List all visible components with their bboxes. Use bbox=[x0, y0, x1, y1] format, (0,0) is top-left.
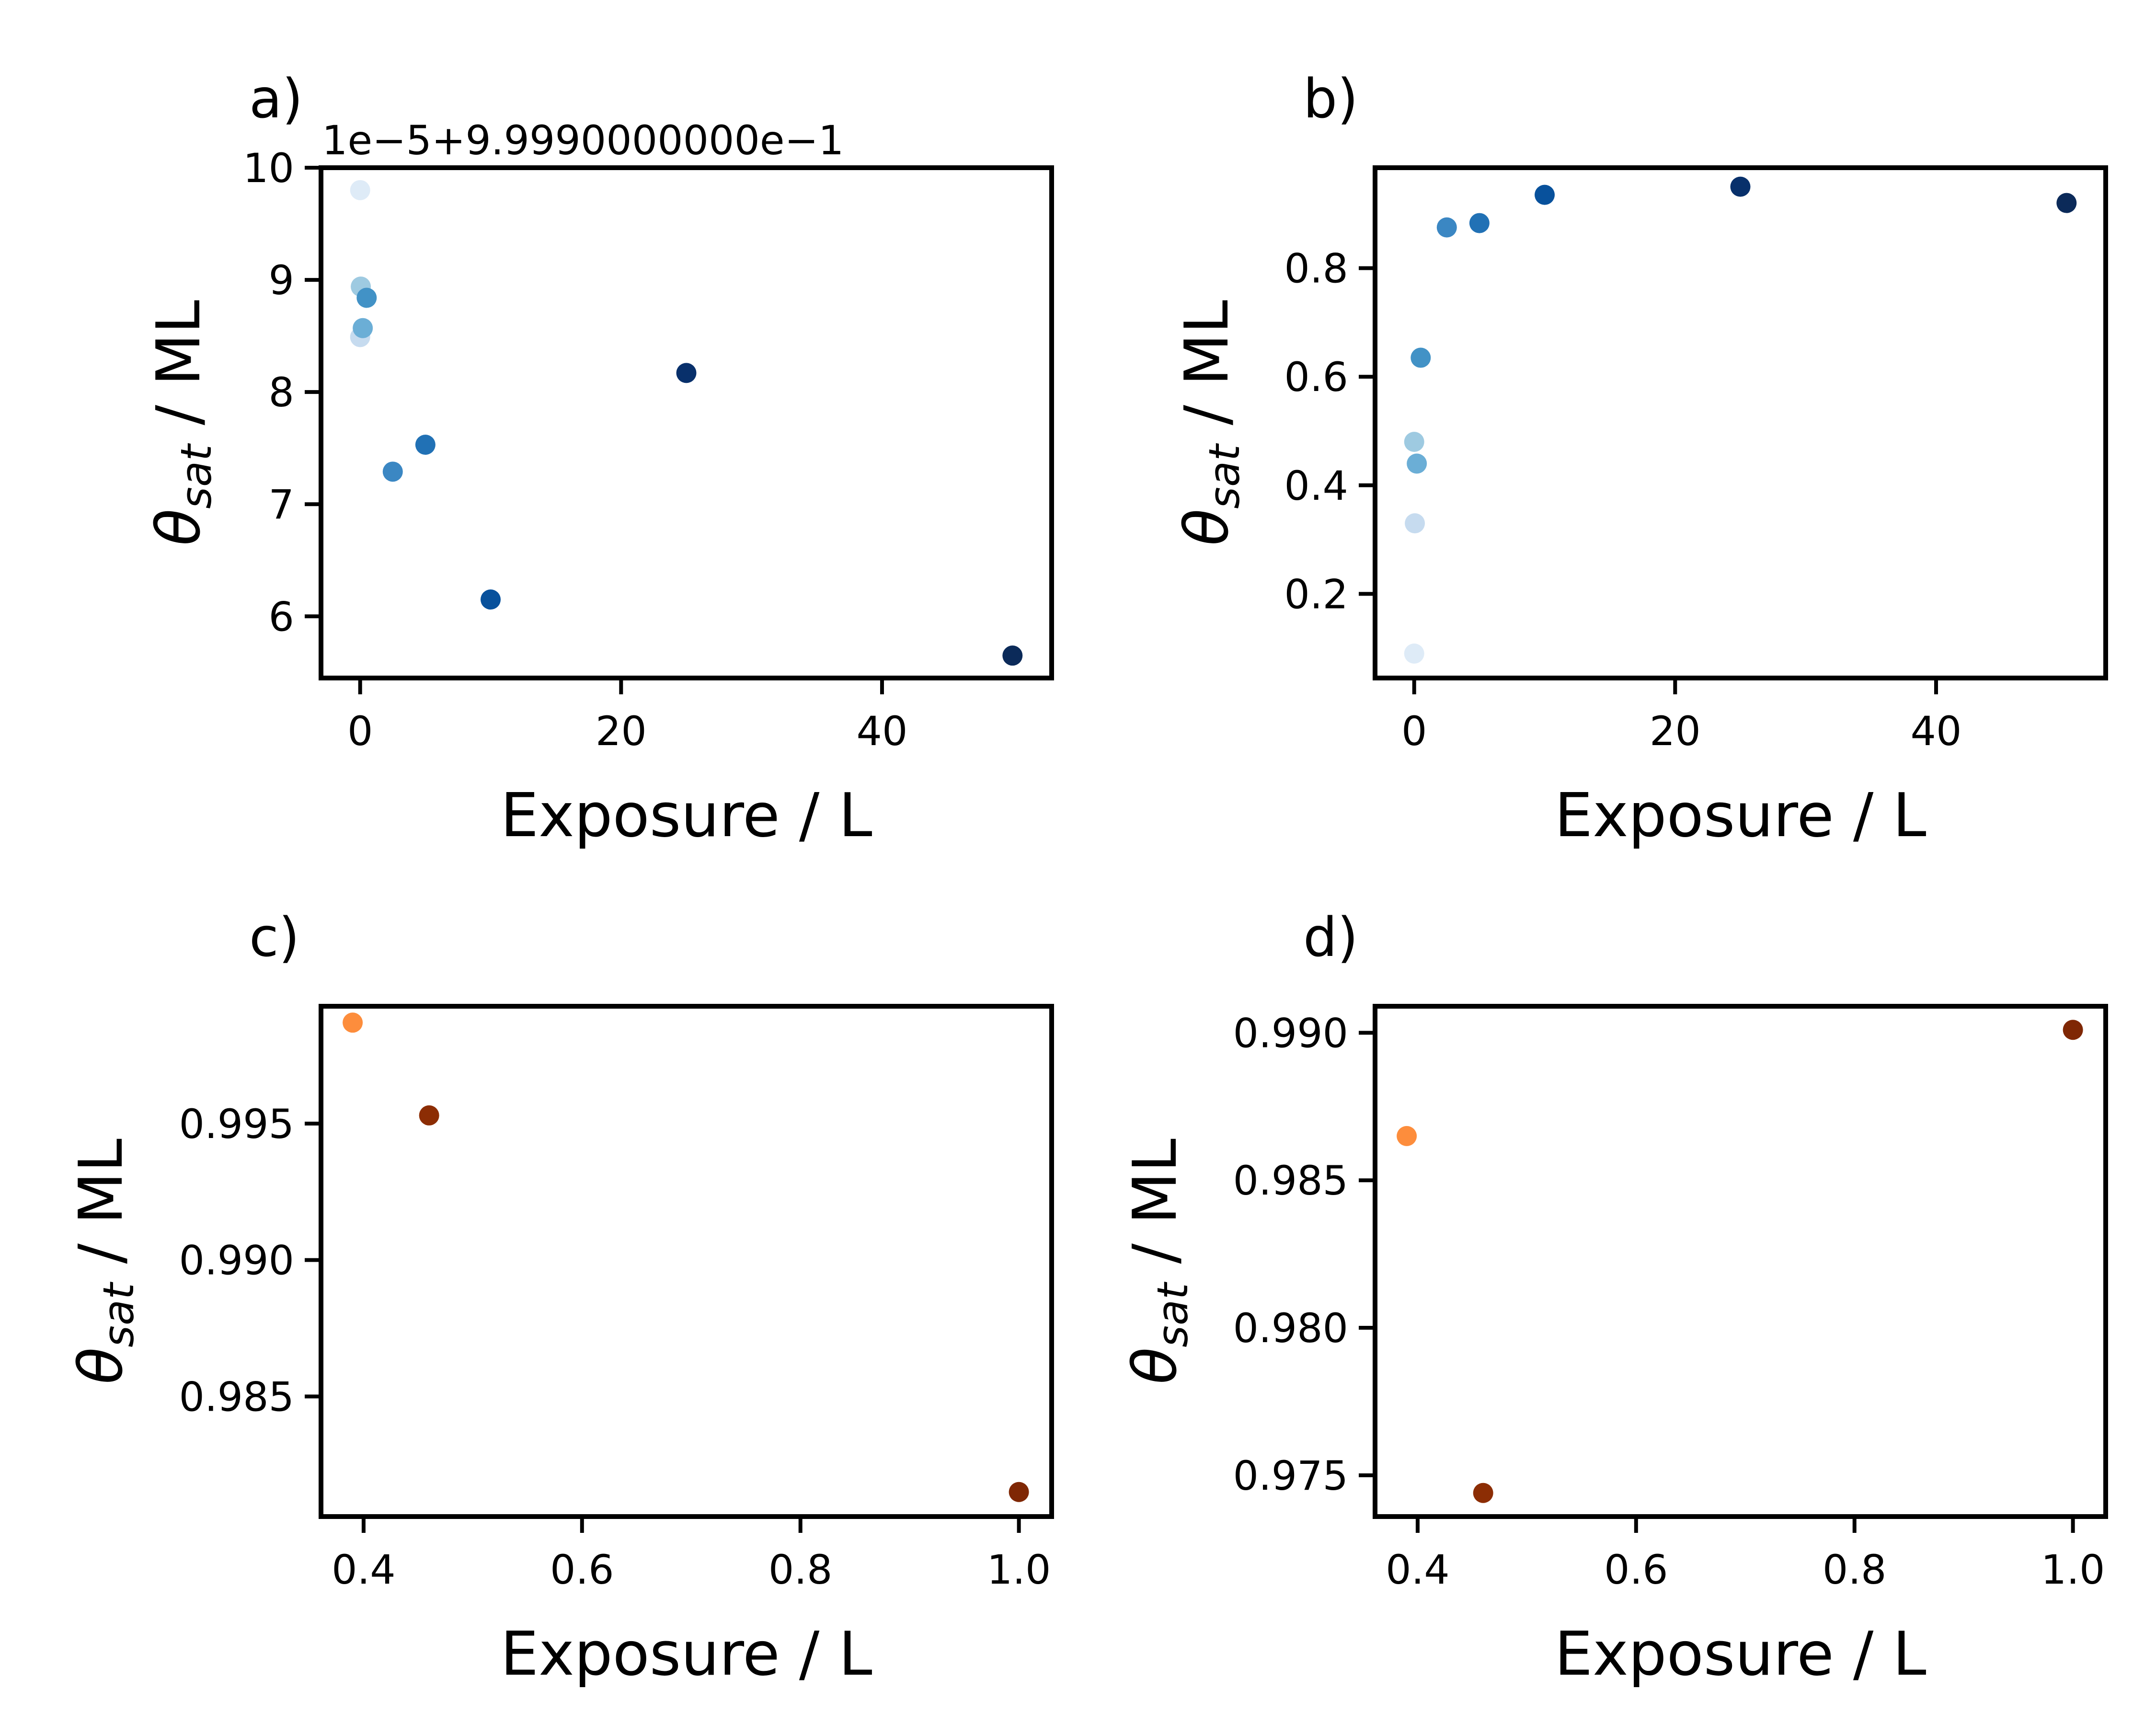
data-point bbox=[1469, 213, 1490, 233]
y-tick-label: 0.4 bbox=[1284, 462, 1348, 509]
y-tick-label: 6 bbox=[269, 593, 294, 640]
y-axis-label-unit: / ML bbox=[1120, 1138, 1190, 1283]
y-tick-label: 0.985 bbox=[1233, 1157, 1348, 1204]
data-point bbox=[1002, 645, 1023, 666]
y-tick-label: 0.990 bbox=[179, 1237, 294, 1284]
y-tick-label: 8 bbox=[269, 369, 294, 416]
x-tick-label: 0.4 bbox=[332, 1546, 396, 1593]
panel-d: d) 0.4 0.6 0.8 1.0 0.975 0.980 0.985 0.990 Exposu… bbox=[1120, 907, 2108, 1689]
y-tick-label: 0.995 bbox=[179, 1101, 294, 1148]
panel-label: d) bbox=[1303, 907, 1358, 969]
data-point bbox=[1535, 184, 1555, 205]
y-axis-label-symbol: θ bbox=[66, 1347, 136, 1384]
x-tick-label: 0 bbox=[1401, 708, 1427, 755]
x-tick-label: 40 bbox=[857, 708, 908, 755]
panel-label: c) bbox=[249, 907, 299, 969]
data-point bbox=[1404, 432, 1424, 452]
y-axis-label-unit: / ML bbox=[66, 1138, 136, 1283]
data-point bbox=[1473, 1483, 1493, 1503]
x-tick-label: 0.8 bbox=[768, 1546, 833, 1593]
panel-a: a) 1e−5+9.9990000000e−1 0 20 40 6 7 8 9 10 Exposur… bbox=[143, 68, 1054, 851]
data-point bbox=[1404, 644, 1424, 664]
y-tick-label: 0.990 bbox=[1233, 1010, 1348, 1057]
y-axis-label-subscript: sat bbox=[1148, 1281, 1197, 1347]
data-point bbox=[676, 363, 697, 383]
y-axis-label: θsat / ML bbox=[143, 300, 221, 546]
x-tick-label: 0 bbox=[347, 708, 373, 755]
panel-label: a) bbox=[249, 68, 303, 130]
data-point bbox=[2063, 1020, 2083, 1040]
x-tick-label: 0.6 bbox=[550, 1546, 614, 1593]
y-offset-label: 1e−5+9.9990000000e−1 bbox=[322, 117, 844, 164]
y-tick-label: 0.980 bbox=[1233, 1305, 1348, 1352]
x-axis-label: Exposure / L bbox=[1554, 780, 1926, 851]
panel-c: c) 0.4 0.6 0.8 1.0 0.985 0.990 0.995 Exposure / … bbox=[66, 907, 1054, 1689]
x-tick-label: 1.0 bbox=[987, 1546, 1051, 1593]
data-point bbox=[481, 589, 501, 610]
data-point bbox=[350, 180, 370, 200]
data-point bbox=[353, 318, 373, 338]
data-point bbox=[1436, 217, 1457, 238]
x-tick-label: 0.6 bbox=[1604, 1546, 1668, 1593]
x-tick-label: 0.8 bbox=[1823, 1546, 1887, 1593]
y-axis-label-subscript: sat bbox=[94, 1281, 143, 1347]
data-point bbox=[1407, 453, 1427, 474]
panel-label: b) bbox=[1303, 68, 1358, 130]
data-point bbox=[419, 1105, 439, 1126]
panel-b: b) 0 20 40 0.2 0.4 0.6 0.8 Exposure / L θsat / ML bbox=[1171, 68, 2108, 851]
x-tick-label: 20 bbox=[596, 708, 647, 755]
y-axis-label: θsat / ML bbox=[1120, 1138, 1197, 1384]
x-tick-label: 0.4 bbox=[1386, 1546, 1450, 1593]
y-axis-label: θsat / ML bbox=[1171, 300, 1249, 546]
data-point bbox=[1411, 347, 1431, 368]
plot-frame bbox=[1373, 1004, 2108, 1519]
y-tick-label: 7 bbox=[269, 481, 294, 528]
plot-frame bbox=[1373, 165, 2108, 680]
y-axis-label-unit: / ML bbox=[143, 300, 214, 444]
data-point bbox=[1397, 1126, 1417, 1146]
x-tick-label: 1.0 bbox=[2041, 1546, 2105, 1593]
y-tick-label: 0.6 bbox=[1284, 354, 1348, 401]
data-point bbox=[2056, 193, 2077, 213]
data-point bbox=[415, 435, 436, 455]
data-point bbox=[1405, 513, 1425, 534]
plot-frame bbox=[319, 165, 1054, 680]
x-axis-label: Exposure / L bbox=[500, 1619, 872, 1689]
data-point bbox=[356, 288, 377, 308]
y-axis-label: θsat / ML bbox=[66, 1138, 143, 1384]
x-tick-label: 20 bbox=[1650, 708, 1701, 755]
y-axis-label-unit: / ML bbox=[1171, 300, 1242, 444]
x-tick-label: 40 bbox=[1911, 708, 1962, 755]
y-axis-label-subscript: sat bbox=[1200, 443, 1249, 509]
y-tick-label: 0.975 bbox=[1233, 1452, 1348, 1499]
y-tick-label: 0.8 bbox=[1284, 245, 1348, 292]
y-axis-label-symbol: θ bbox=[1171, 509, 1242, 546]
y-tick-label: 0.985 bbox=[179, 1373, 294, 1420]
y-tick-label: 10 bbox=[243, 145, 294, 192]
data-point bbox=[1009, 1482, 1029, 1502]
x-axis-label: Exposure / L bbox=[1554, 1619, 1926, 1689]
x-axis-label: Exposure / L bbox=[500, 780, 872, 851]
plot-frame bbox=[319, 1004, 1054, 1519]
y-axis-label-symbol: θ bbox=[143, 509, 214, 546]
y-axis-label-subscript: sat bbox=[172, 443, 221, 509]
data-point bbox=[1730, 176, 1751, 197]
y-tick-label: 9 bbox=[269, 257, 294, 304]
data-point bbox=[382, 461, 403, 482]
y-tick-label: 0.2 bbox=[1284, 571, 1348, 618]
data-point bbox=[343, 1012, 363, 1033]
y-axis-label-symbol: θ bbox=[1120, 1347, 1190, 1384]
